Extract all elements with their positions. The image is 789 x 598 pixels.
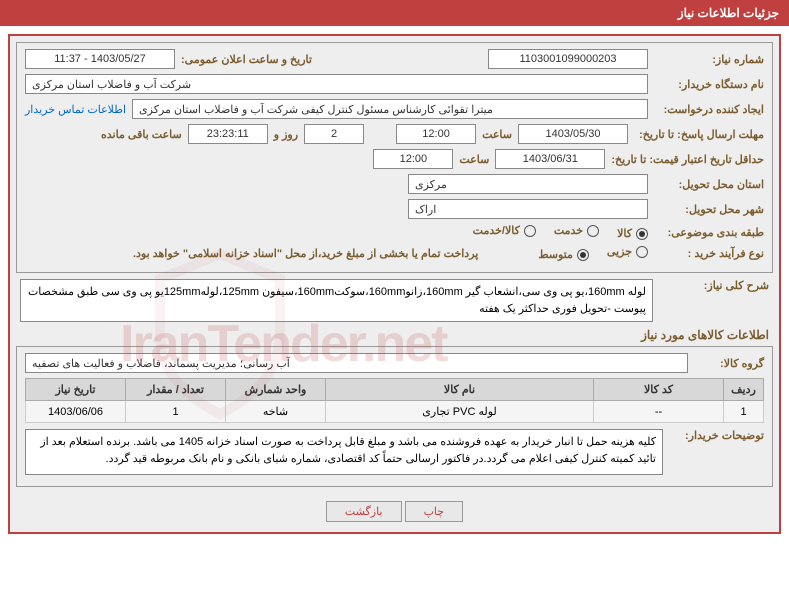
table-header: کد کالا [594,379,724,401]
need-summary-value: لوله 160mm،یو پی وی سی،انشعاب گیر 160mm،… [20,279,653,322]
purchase-process-options: جزیی متوسط [520,245,648,261]
buyer-org-label: نام دستگاه خریدار: [654,78,764,91]
need-summary-label: شرح کلی نیاز: [659,279,769,292]
remaining-suffix: ساعت باقی مانده [101,128,182,141]
subject-class-option[interactable]: خدمت [554,224,599,237]
page-title: جزئیات اطلاعات نیاز [678,6,779,20]
need-number-label: شماره نیاز: [654,53,764,66]
price-validity-date: 1403/06/31 [495,149,605,169]
subject-class-option[interactable]: کالا/خدمت [473,224,536,237]
buyer-org-value: شرکت آب و فاضلاب استان مرکزی [25,74,648,94]
table-row: 1--لوله PVC تجاریشاخه11403/06/06 [26,401,764,423]
table-cell: -- [594,401,724,423]
goods-group-label: گروه کالا: [694,357,764,370]
table-cell: 1403/06/06 [26,401,126,423]
subject-class-label: طبقه بندی موضوعی: [654,226,764,239]
response-deadline-label: مهلت ارسال پاسخ: تا تاریخ: [634,128,764,141]
radio-label: خدمت [554,224,583,237]
requester-label: ایجاد کننده درخواست: [654,103,764,116]
buyer-notes-label: توضیحات خریدار: [669,429,764,442]
radio-label: کالا/خدمت [473,224,520,237]
remaining-hours: 23:23:11 [188,124,268,144]
table-header: تعداد / مقدار [126,379,226,401]
radio-icon [587,225,599,237]
publish-datetime-value: 1403/05/27 - 11:37 [25,49,175,69]
buyer-notes-value: کلیه هزینه حمل تا انبار خریدار به عهده ف… [25,429,663,475]
price-validity-label: حداقل تاریخ اعتبار قیمت: تا تاریخ: [611,153,764,166]
response-deadline-time: 12:00 [396,124,476,144]
remaining-day-label: روز و [274,128,298,141]
subject-class-options: کالا خدمت کالا/خدمت [455,224,648,240]
radio-label: جزیی [607,245,632,258]
goods-table: ردیفکد کالانام کالاواحد شمارشتعداد / مقد… [25,378,764,423]
delivery-city-label: شهر محل تحویل: [654,203,764,216]
table-header: ردیف [724,379,764,401]
table-cell: لوله PVC تجاری [326,401,594,423]
purchase-process-label: نوع فرآیند خرید : [654,247,764,260]
price-validity-time: 12:00 [373,149,453,169]
radio-icon [577,249,589,261]
radio-icon [524,225,536,237]
table-cell: 1 [724,401,764,423]
button-row: چاپ بازگشت [16,493,773,526]
time-label-1: ساعت [482,128,512,141]
goods-panel: گروه کالا: آب رسانی؛ مدیریت پسماند، فاضل… [16,346,773,487]
delivery-province-value: مرکزی [408,174,648,194]
publish-datetime-label: تاریخ و ساعت اعلان عمومی: [181,53,312,66]
radio-label: کالا [617,227,632,240]
outer-frame: شماره نیاز: 1103001099000203 تاریخ و ساع… [8,34,781,534]
back-button[interactable]: بازگشت [326,501,402,522]
details-panel: شماره نیاز: 1103001099000203 تاریخ و ساع… [16,42,773,273]
radio-icon [636,246,648,258]
remaining-days: 2 [304,124,364,144]
app-container: جزئیات اطلاعات نیاز IranTender.net شماره… [0,0,789,534]
response-deadline-date: 1403/05/30 [518,124,628,144]
table-cell: شاخه [226,401,326,423]
time-label-2: ساعت [459,153,489,166]
table-header: واحد شمارش [226,379,326,401]
purchase-process-option[interactable]: متوسط [538,248,589,261]
table-header: نام کالا [326,379,594,401]
delivery-province-label: استان محل تحویل: [654,178,764,191]
subject-class-option[interactable]: کالا [617,227,648,240]
need-number-value: 1103001099000203 [488,49,648,69]
page-title-bar: جزئیات اطلاعات نیاز [0,0,789,26]
table-header: تاریخ نیاز [26,379,126,401]
delivery-city-value: اراک [408,199,648,219]
purchase-process-option[interactable]: جزیی [607,245,648,258]
goods-section-title: اطلاعات کالاهای مورد نیاز [16,328,773,342]
table-cell: 1 [126,401,226,423]
goods-group-value: آب رسانی؛ مدیریت پسماند، فاضلاب و فعالیت… [25,353,688,373]
purchase-process-note: پرداخت تمام یا بخشی از مبلغ خرید،از محل … [133,247,478,260]
requester-value: میترا تقوائی کارشناس مسئول کنترل کیفی شر… [132,99,648,119]
radio-icon [636,228,648,240]
print-button[interactable]: چاپ [405,501,464,522]
radio-label: متوسط [538,248,573,261]
buyer-contact-link[interactable]: اطلاعات تماس خریدار [25,103,126,116]
